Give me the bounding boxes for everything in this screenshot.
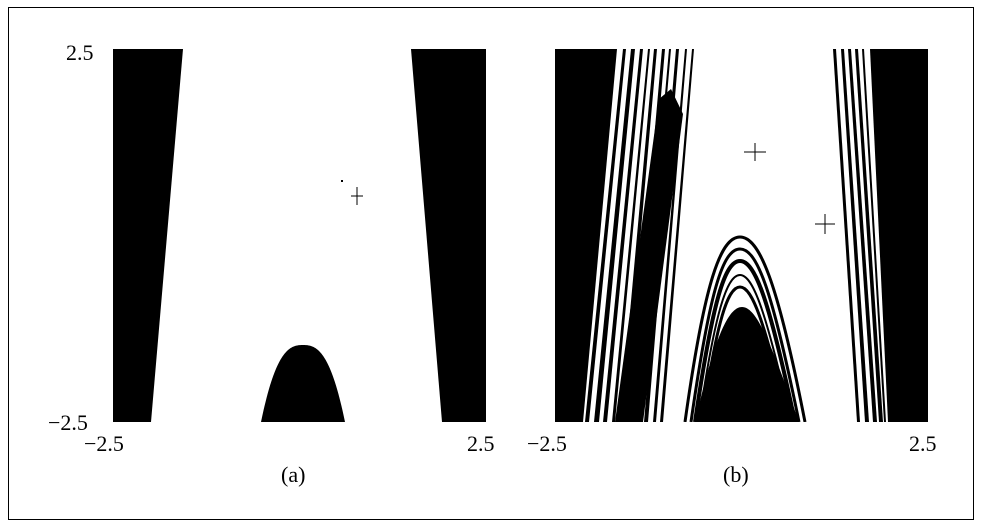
panel-b-xtick-right: 2.5 [909,431,937,456]
panel-b-caption: (b) [723,462,749,487]
panel-a-crosshair-marker [351,187,363,205]
panel-a-ytick-bottom: −2.5 [48,410,88,435]
figure-frame [8,7,974,520]
panel-b-basin-image [555,49,928,422]
panel-a-ytick-top: 2.5 [66,40,94,65]
panel-a-bottom-region [261,345,345,422]
panel-a-speck [341,180,343,182]
panel-a-caption: (a) [281,462,306,487]
panel-a-right-region [411,49,486,422]
panel-a-xtick-right: 2.5 [467,431,495,456]
panel-b-crosshair-marker-1 [744,143,766,161]
panel-a-xtick-left: −2.5 [84,431,124,456]
panel-b-plot [555,49,928,422]
panel-a-basin-image [113,49,486,422]
panel-b-bottom-region [695,307,799,422]
panel-a-plot [113,49,486,422]
panel-b-right-stripes [833,49,886,422]
panel-b-left-tongue [615,89,683,422]
panel-b-right-region [870,49,928,422]
panel-b-xtick-left: −2.5 [527,431,567,456]
panel-b-left-region [555,49,617,422]
panel-b-crosshair-marker-2 [815,214,835,234]
panel-a-left-region [113,49,183,422]
